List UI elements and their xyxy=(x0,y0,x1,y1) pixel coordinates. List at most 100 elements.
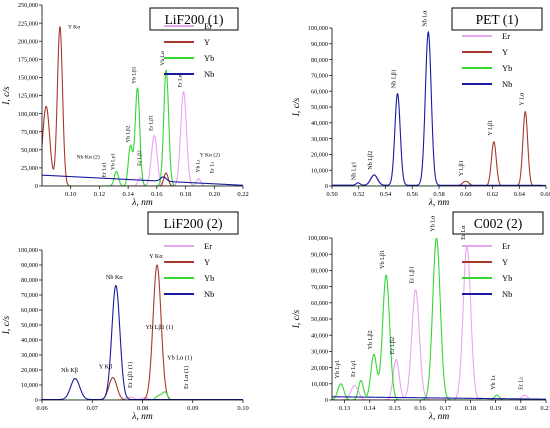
peak-label: Nb Kβ xyxy=(61,367,78,374)
y-tick-label: 0 xyxy=(35,397,38,404)
series-group xyxy=(332,238,546,400)
chart-title: PET (1) xyxy=(476,12,519,27)
peak-label: Er Lα (1) xyxy=(183,366,190,389)
legend-label-er: Er xyxy=(502,31,510,41)
series-line-nb xyxy=(42,174,243,186)
peak-label: Nb Kα xyxy=(106,274,124,281)
peak-label: Yb Lα xyxy=(160,51,166,66)
legend-label-yb: Yb xyxy=(204,273,214,283)
y-tick-label: 100,000 xyxy=(18,247,38,254)
y-tick-label: 50,000 xyxy=(311,104,328,111)
y-tick-label: 150,000 xyxy=(18,75,38,82)
y-tick-label: 30,000 xyxy=(311,136,328,143)
peak-label: Nb Lα xyxy=(421,10,428,27)
x-tick-label: 0.12 xyxy=(94,191,105,198)
y-tick-label: 10,000 xyxy=(311,167,328,174)
x-tick-label: 0.21 xyxy=(540,405,550,412)
legend-label-yb: Yb xyxy=(502,63,512,73)
peak-label: Yb Lι xyxy=(490,375,497,390)
peak-label: Er Lγ1 xyxy=(101,162,107,178)
series-line-er xyxy=(332,174,546,186)
y-axis-label: I, c/s xyxy=(2,86,12,106)
chart-panel-2: 0.50 0.52 0.54 0.56 0.58 0.60 0.62 0.64 0.66 0 10,… xyxy=(292,7,550,208)
series-line-er xyxy=(42,396,243,400)
legend-label-nb: Nb xyxy=(204,289,214,299)
y-tick-label: 10,000 xyxy=(311,381,328,388)
legend-label-y: Y xyxy=(204,257,210,267)
chart-panel-1: 0.10 0.12 0.14 0.16 0.18 0.20 0.22 0 25,000 50,00… xyxy=(2,2,249,208)
chart-title-box xyxy=(147,211,239,235)
y-tick-label: 30,000 xyxy=(21,352,38,359)
peak-label: Er Lι xyxy=(210,161,216,173)
x-tick-label: 0.50 xyxy=(326,191,337,198)
peak-label: Yb Lβ2 xyxy=(367,330,374,349)
series-line-nb xyxy=(332,396,546,400)
series-group xyxy=(42,264,243,400)
y-tick-label: 80,000 xyxy=(311,268,328,275)
y-axis-label: I, c/s xyxy=(292,97,302,117)
peak-label: Y Kβ xyxy=(99,364,112,371)
y-tick-label: 100,000 xyxy=(308,25,328,32)
x-tick-label: 0.22 xyxy=(237,191,248,198)
y-tick-label: 90,000 xyxy=(21,262,38,269)
chart-title-box xyxy=(452,211,544,235)
x-tick-label: 0.18 xyxy=(180,191,191,198)
series-line-yb xyxy=(42,69,243,186)
x-tick-label: 0.20 xyxy=(209,191,220,198)
peak-label: Yb Lα (1) xyxy=(167,355,192,362)
x-tick-label: 0.62 xyxy=(487,191,498,198)
y-tick-label: 20,000 xyxy=(311,365,328,372)
legend-label-yb: Yb xyxy=(502,273,512,283)
peak-label: Yb Lβ2 xyxy=(125,125,131,142)
x-tick-label: 0.10 xyxy=(65,191,76,198)
y-tick-label: 30,000 xyxy=(311,349,328,356)
series-line-yb xyxy=(332,238,546,400)
chart-title: LiF200 (1) xyxy=(165,12,224,27)
series-group xyxy=(42,26,243,186)
y-tick-label: 60,000 xyxy=(311,300,328,307)
x-tick-label: 0.14 xyxy=(364,405,376,412)
chart-title-box xyxy=(451,7,543,31)
peak-label: Yb Lβ1 xyxy=(131,66,137,83)
peak-label: Yb Lβ1 xyxy=(379,250,386,269)
x-tick-label: 0.60 xyxy=(460,191,471,198)
y-tick-label: 20,000 xyxy=(311,152,328,159)
y-tick-label: 75,000 xyxy=(21,129,38,136)
legend-label-er: Er xyxy=(204,21,212,31)
chart-title-box xyxy=(149,7,239,31)
x-tick-label: 0.14 xyxy=(122,191,134,198)
peak-label: Nb Kα (2) xyxy=(77,154,100,161)
y-tick-label: 80,000 xyxy=(311,57,328,64)
x-tick-label: 0.07 xyxy=(87,405,99,412)
x-tick-label: 0.66 xyxy=(540,191,550,198)
x-tick-label: 0.15 xyxy=(389,405,400,412)
y-tick-label: 80,000 xyxy=(21,277,38,284)
peak-label: Nb Lβ2 xyxy=(367,151,374,170)
series-group xyxy=(332,30,546,186)
y-tick-label: 70,000 xyxy=(311,284,328,291)
y-tick-label: 200,000 xyxy=(18,38,38,45)
peak-label: Y Kα xyxy=(149,253,163,260)
chart-panel-4: 0.13 0.14 0.15 0.16 0.17 0.18 0.19 0.20 0.21 0 10,… xyxy=(292,211,550,422)
peak-label: Er Lα xyxy=(460,225,467,240)
peak-label: Y Kα (2) xyxy=(200,151,220,158)
x-tick-label: 0.56 xyxy=(407,191,419,198)
series-line-y xyxy=(332,110,546,186)
x-tick-label: 0.52 xyxy=(353,191,364,198)
y-tick-label: 40,000 xyxy=(311,120,328,127)
y-tick-label: 70,000 xyxy=(21,292,38,299)
x-axis-label: λ, nm xyxy=(428,198,450,208)
x-tick-label: 0.64 xyxy=(514,191,526,198)
y-tick-label: 100,000 xyxy=(308,235,328,242)
y-tick-label: 50,000 xyxy=(311,316,328,323)
legend-label-y: Y xyxy=(502,257,508,267)
x-tick-label: 0.16 xyxy=(151,191,163,198)
series-line-y xyxy=(42,264,243,400)
peak-label: Y Lβ1 xyxy=(458,160,465,176)
y-tick-label: 225,000 xyxy=(18,20,38,27)
legend-label-er: Er xyxy=(502,241,510,251)
chart-panel-3: 0.06 0.07 0.08 0.09 0.10 0 10,000 20,000 30,000 4… xyxy=(2,211,249,422)
peak-label: Nb Lβ1 xyxy=(391,69,398,88)
